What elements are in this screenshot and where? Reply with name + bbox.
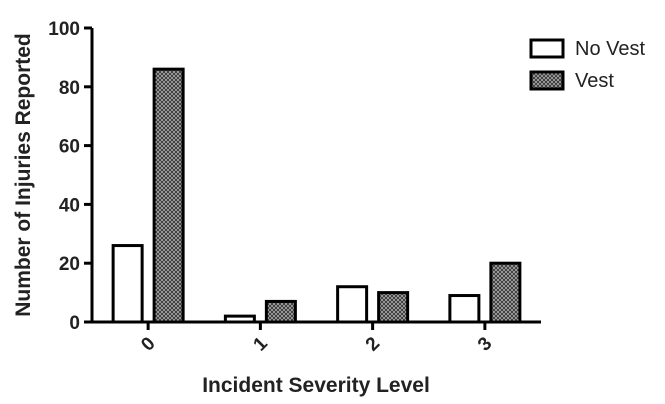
- bars: [113, 69, 520, 322]
- y-tick-label: 20: [59, 254, 80, 275]
- legend-label: Vest: [575, 70, 614, 92]
- bar-no-vest: [113, 246, 142, 322]
- legend-swatch: [531, 40, 563, 57]
- bar-vest: [379, 293, 408, 322]
- x-tick-label: 1: [250, 333, 273, 356]
- x-tick-label: 3: [474, 333, 496, 355]
- x-axis-title: Incident Severity Level: [202, 374, 430, 397]
- legend-label: No Vest: [575, 38, 645, 60]
- y-tick-label: 60: [59, 137, 80, 158]
- bar-no-vest: [338, 287, 367, 322]
- bar-vest: [266, 301, 295, 322]
- x-ticks: 0 1 2 3: [137, 322, 496, 356]
- bar-vest: [491, 263, 520, 322]
- y-tick-label: 0: [69, 313, 80, 334]
- legend-swatch: [531, 72, 563, 89]
- y-axis-title: Number of Injuries Reported: [12, 33, 35, 317]
- y-tick-label: 100: [48, 19, 80, 40]
- x-tick-label: 2: [362, 333, 384, 355]
- x-tick-label: 0: [137, 333, 159, 355]
- bar-vest: [154, 69, 183, 322]
- y-tick-label: 80: [59, 78, 80, 99]
- legend: No Vest Vest: [531, 38, 645, 92]
- y-ticks: 0 20 40 60 80 100: [48, 19, 92, 334]
- y-tick-label: 40: [59, 195, 80, 216]
- bar-no-vest: [450, 296, 479, 322]
